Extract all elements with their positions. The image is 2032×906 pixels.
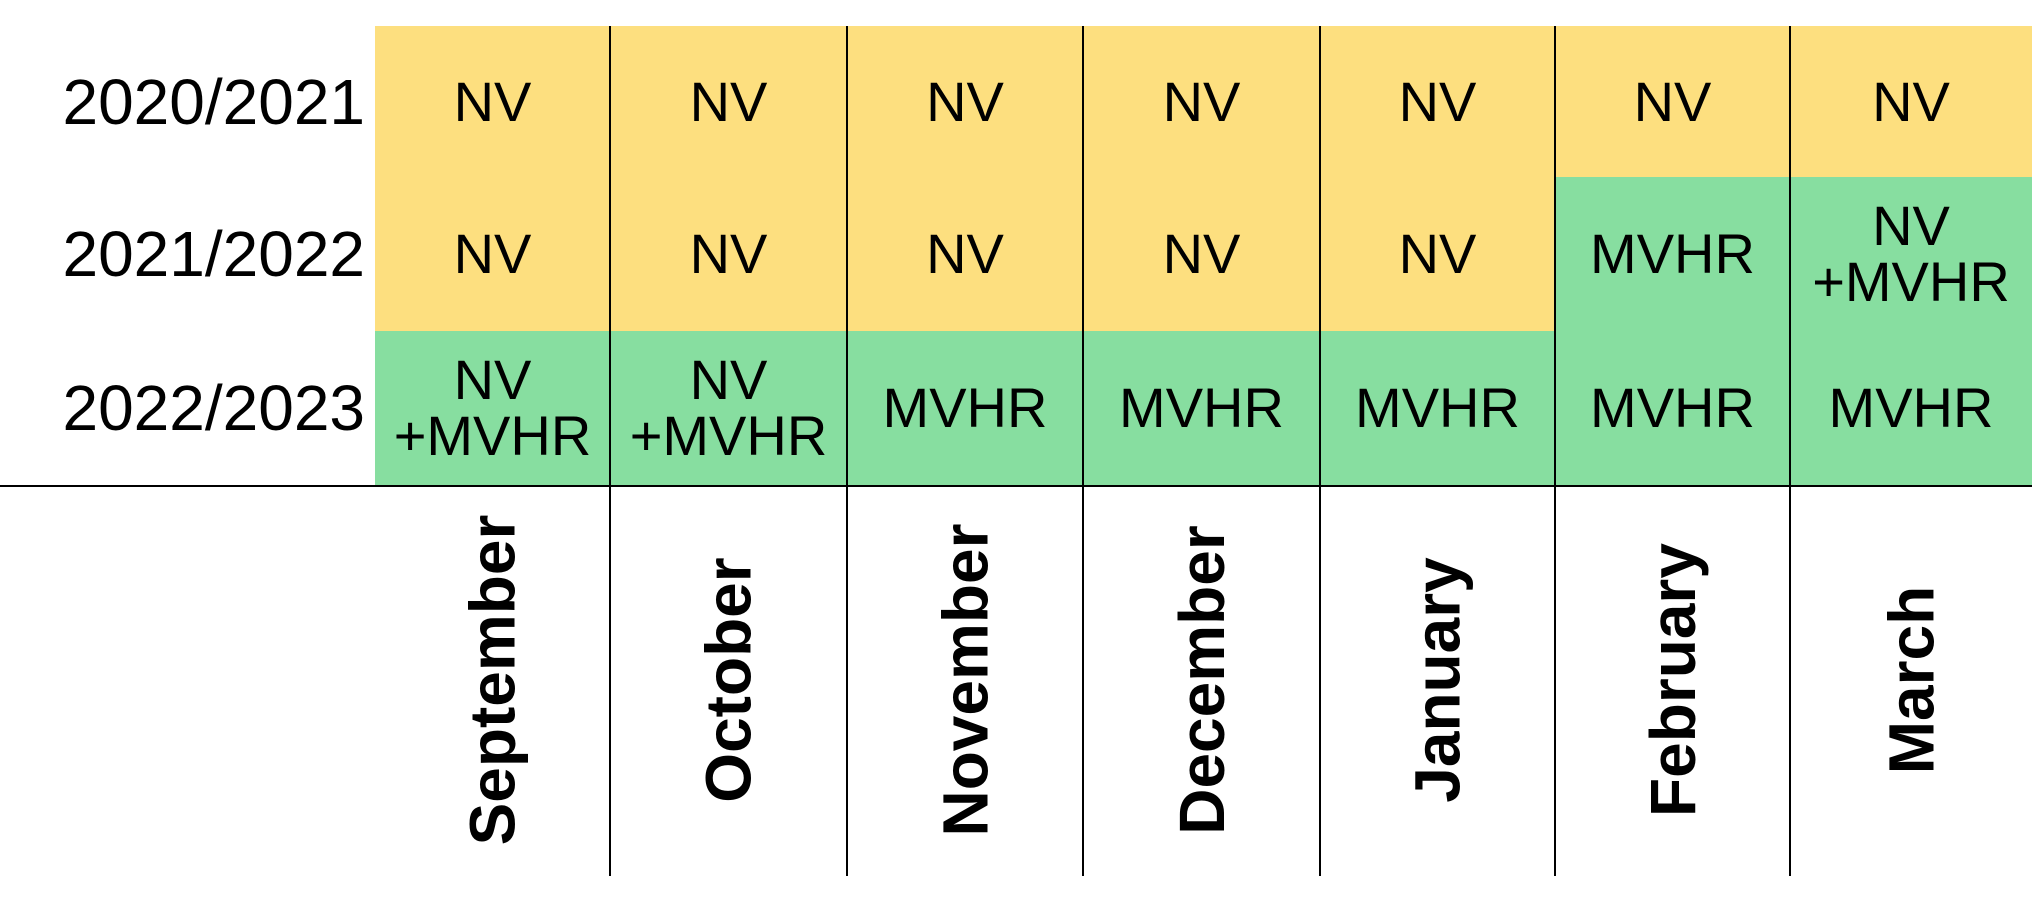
schedule-cell: MVHR <box>1555 177 1790 331</box>
month-label-text: February <box>1636 543 1709 817</box>
schedule-cell: MVHR <box>1083 331 1320 485</box>
month-label-text: March <box>1875 585 1947 775</box>
schedule-cell: NV +MVHR <box>375 331 610 485</box>
column-divider <box>1789 26 1791 876</box>
schedule-cell: MVHR <box>1320 331 1555 485</box>
month-label-text: September <box>456 514 529 846</box>
schedule-cell: MVHR <box>1555 331 1790 485</box>
month-label: March <box>1790 490 2032 870</box>
schedule-cell: MVHR <box>847 331 1083 485</box>
column-divider <box>1554 26 1556 876</box>
axis-line <box>0 485 2032 487</box>
schedule-cell: NV <box>847 26 1083 177</box>
column-divider <box>1082 26 1084 876</box>
row-label-2020-2021: 2020/2021 <box>62 65 365 138</box>
schedule-cell: NV <box>610 26 847 177</box>
month-label: November <box>847 490 1083 870</box>
schedule-cell: MVHR <box>1790 331 2032 485</box>
schedule-cell: NV +MVHR <box>610 331 847 485</box>
schedule-cell: NV <box>1790 26 2032 177</box>
month-label: January <box>1320 490 1555 870</box>
month-label-text: October <box>692 557 765 803</box>
schedule-cell: NV <box>1320 177 1555 331</box>
column-divider <box>609 26 611 876</box>
column-divider <box>846 26 848 876</box>
month-label-text: January <box>1401 557 1474 803</box>
schedule-cell: NV <box>1083 177 1320 331</box>
schedule-cell: NV <box>847 177 1083 331</box>
schedule-cell: NV +MVHR <box>1790 177 2032 331</box>
schedule-cell: NV <box>1555 26 1790 177</box>
month-label-text: December <box>1165 525 1238 835</box>
month-label: October <box>610 490 847 870</box>
schedule-cell: NV <box>610 177 847 331</box>
schedule-cell: NV <box>375 26 610 177</box>
column-divider <box>1319 26 1321 876</box>
row-label-2022-2023: 2022/2023 <box>62 372 365 444</box>
schedule-cell: NV <box>1320 26 1555 177</box>
schedule-cell: NV <box>1083 26 1320 177</box>
row-label-2021-2022: 2021/2022 <box>62 218 365 290</box>
schedule-cell: NV <box>375 177 610 331</box>
month-label: December <box>1083 490 1320 870</box>
month-label: February <box>1555 490 1790 870</box>
month-label-text: November <box>929 523 1001 837</box>
month-label: September <box>375 490 610 870</box>
